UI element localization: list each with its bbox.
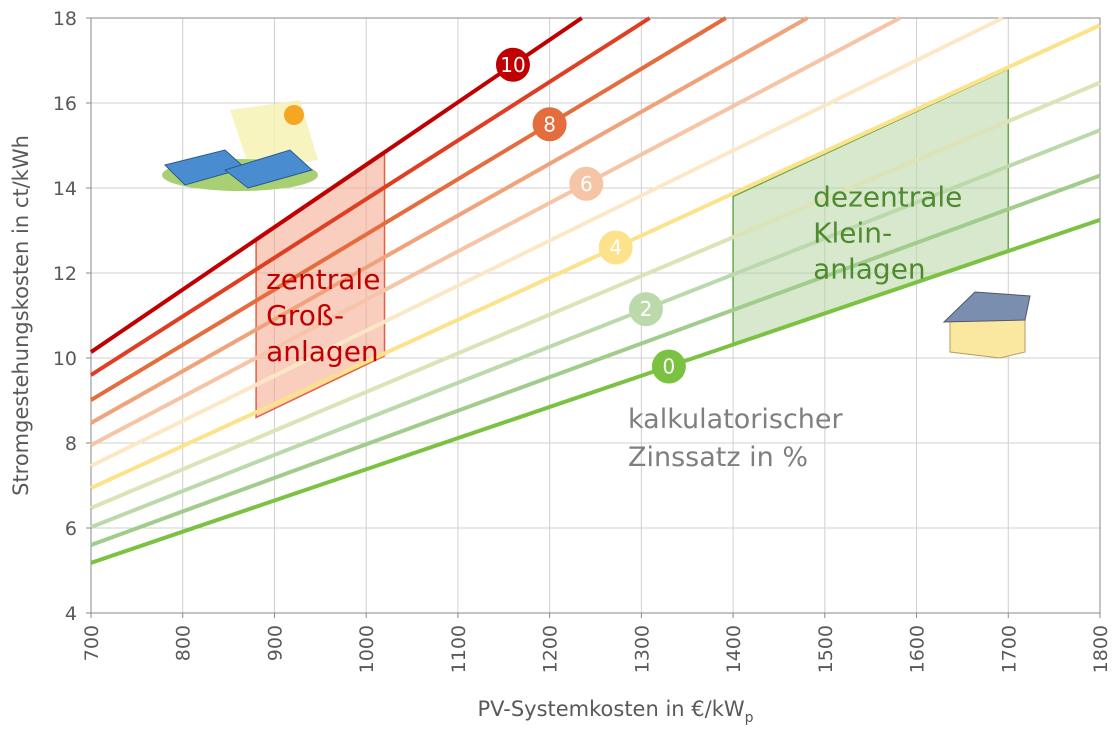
x-tick-label: 1100: [448, 625, 470, 673]
region-label: anlagen: [266, 335, 379, 368]
series-label-marker: [598, 230, 633, 265]
x-tick-label: 1800: [1090, 625, 1112, 673]
series-line: [90, 80, 1101, 510]
series-line: [90, 128, 1101, 530]
y-tick-label: 6: [65, 518, 77, 540]
series-line: [90, 217, 1101, 565]
house-icon: [942, 291, 1031, 359]
x-tick-label: 1200: [540, 625, 562, 673]
series-label-marker: [532, 107, 567, 142]
series-line: [90, 16, 901, 447]
y-tick-label: 8: [65, 433, 77, 455]
series-line: [90, 173, 1101, 547]
series-label-marker: [628, 292, 663, 327]
series-label-marker: [495, 47, 530, 82]
region-label: dezentrale: [813, 181, 962, 214]
y-tick-label: 4: [65, 603, 77, 625]
series-line: [89, 16, 651, 377]
region-label: Klein-: [813, 217, 892, 250]
plot-border: [90, 17, 1101, 614]
series-line: [89, 16, 727, 402]
x-tick-label: 1700: [998, 625, 1020, 673]
y-tick-label: 16: [53, 93, 77, 115]
annotation: kalkulatorischer: [628, 404, 844, 435]
y-tick-label: 14: [53, 178, 77, 200]
x-tick-label: 900: [264, 625, 286, 661]
series-label: 10: [500, 53, 525, 77]
x-tick-label: 1500: [815, 625, 837, 673]
y-tick-label: 10: [53, 348, 77, 370]
series-line: [90, 23, 1101, 490]
region-label: anlagen: [813, 253, 926, 286]
x-tick-label: 1400: [723, 625, 745, 673]
x-axis-label: PV-Systemkosten in €/kWp: [477, 697, 753, 726]
icons: [162, 100, 1031, 359]
x-axis-label-subscript: p: [745, 710, 754, 726]
annotation: Zinssatz in %: [628, 442, 808, 473]
series-label-marker: [651, 349, 686, 384]
series-label: 6: [580, 172, 593, 196]
series-line: [90, 16, 809, 425]
x-tick-label: 800: [173, 625, 195, 661]
series-label: 4: [609, 236, 622, 260]
y-tick-label: 12: [53, 263, 77, 285]
x-axis-label-text: PV-Systemkosten in €/kW: [477, 697, 744, 721]
x-tick-label: 1600: [907, 625, 929, 673]
series-line: [90, 16, 1004, 468]
region-label: Groß-: [266, 299, 344, 332]
y-tick-label: 18: [53, 8, 77, 30]
x-tick-label: 1000: [356, 625, 378, 673]
solar-field-icon: [162, 100, 318, 191]
x-tick-label: 700: [81, 625, 103, 661]
plot: 4 6 8 10 12 14 16 18 700 800 900 1000 1100 1200 1300 14…: [53, 8, 1112, 673]
series-label: 8: [543, 112, 556, 136]
series-label-marker: [569, 166, 604, 201]
series-label: 0: [663, 355, 676, 379]
region-label: zentrale: [266, 263, 380, 296]
series-label: 2: [640, 297, 653, 321]
y-axis-label: Stromgestehungskosten in ct/kWh: [9, 135, 33, 496]
x-tick-label: 1300: [631, 625, 653, 673]
